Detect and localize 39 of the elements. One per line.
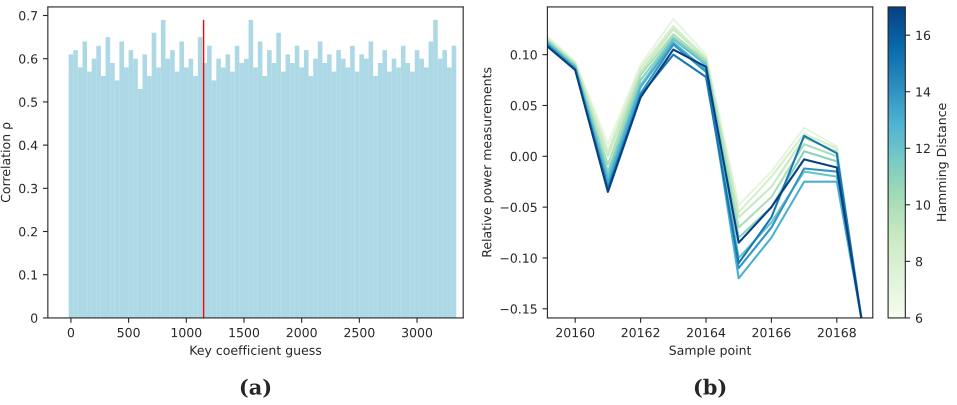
x-tick-label: 1500 [229, 328, 260, 338]
x-tick-label: 1000 [172, 328, 202, 338]
y-tick-label: 0.5 [19, 97, 38, 107]
x-axis-title: Key coefficient guess [190, 345, 322, 358]
y-tick-label: 0.4 [19, 140, 38, 150]
x-tick-label: 2000 [286, 328, 317, 338]
text: (a) [240, 378, 270, 398]
y-tick-label: −0.10 [500, 253, 537, 263]
color-bar-label: 12 [916, 144, 930, 154]
y-tick-label: 0 [31, 313, 38, 323]
text: (b) [694, 378, 726, 398]
x-tick-label: 20164 [687, 328, 726, 338]
y-tick-label: 0.2 [19, 226, 37, 236]
x-tick-label: 20166 [752, 328, 791, 338]
color-bar-title: Hamming Distance [936, 103, 949, 221]
x-tick-label: 20160 [556, 328, 594, 338]
y-tick-label: 0.10 [510, 50, 537, 60]
color-bar-label: 14 [916, 87, 930, 96]
y-tick-label: 0.1 [19, 270, 37, 280]
color-bar-label: 10 [916, 200, 930, 210]
y-axis-title: Correlation ρ [0, 122, 13, 202]
x-tick-label: 2500 [344, 328, 374, 338]
x-tick-label: 3000 [402, 328, 432, 338]
y-tick-label: 0.00 [510, 152, 537, 162]
color-bar-label: 16 [916, 30, 930, 40]
x-tick-label: 20162 [622, 328, 660, 338]
y-tick-label: −0.05 [500, 202, 537, 212]
y-tick-label: −0.15 [500, 304, 537, 314]
y-tick-label: 0.05 [510, 100, 537, 110]
y-tick-label: 0.6 [19, 54, 38, 64]
x-tick-label: 0 [68, 328, 74, 338]
y-tick-label: 0.7 [19, 10, 38, 20]
color-bar-label: 6 [916, 313, 922, 323]
x-tick-label: 20168 [818, 328, 856, 338]
color-bar-label: 8 [916, 256, 922, 266]
x-tick-label: 500 [118, 328, 140, 338]
y-axis-title: Relative power measurements [482, 68, 494, 257]
y-tick-label: 0.3 [19, 184, 38, 194]
x-axis-title: Sample point [670, 345, 752, 358]
